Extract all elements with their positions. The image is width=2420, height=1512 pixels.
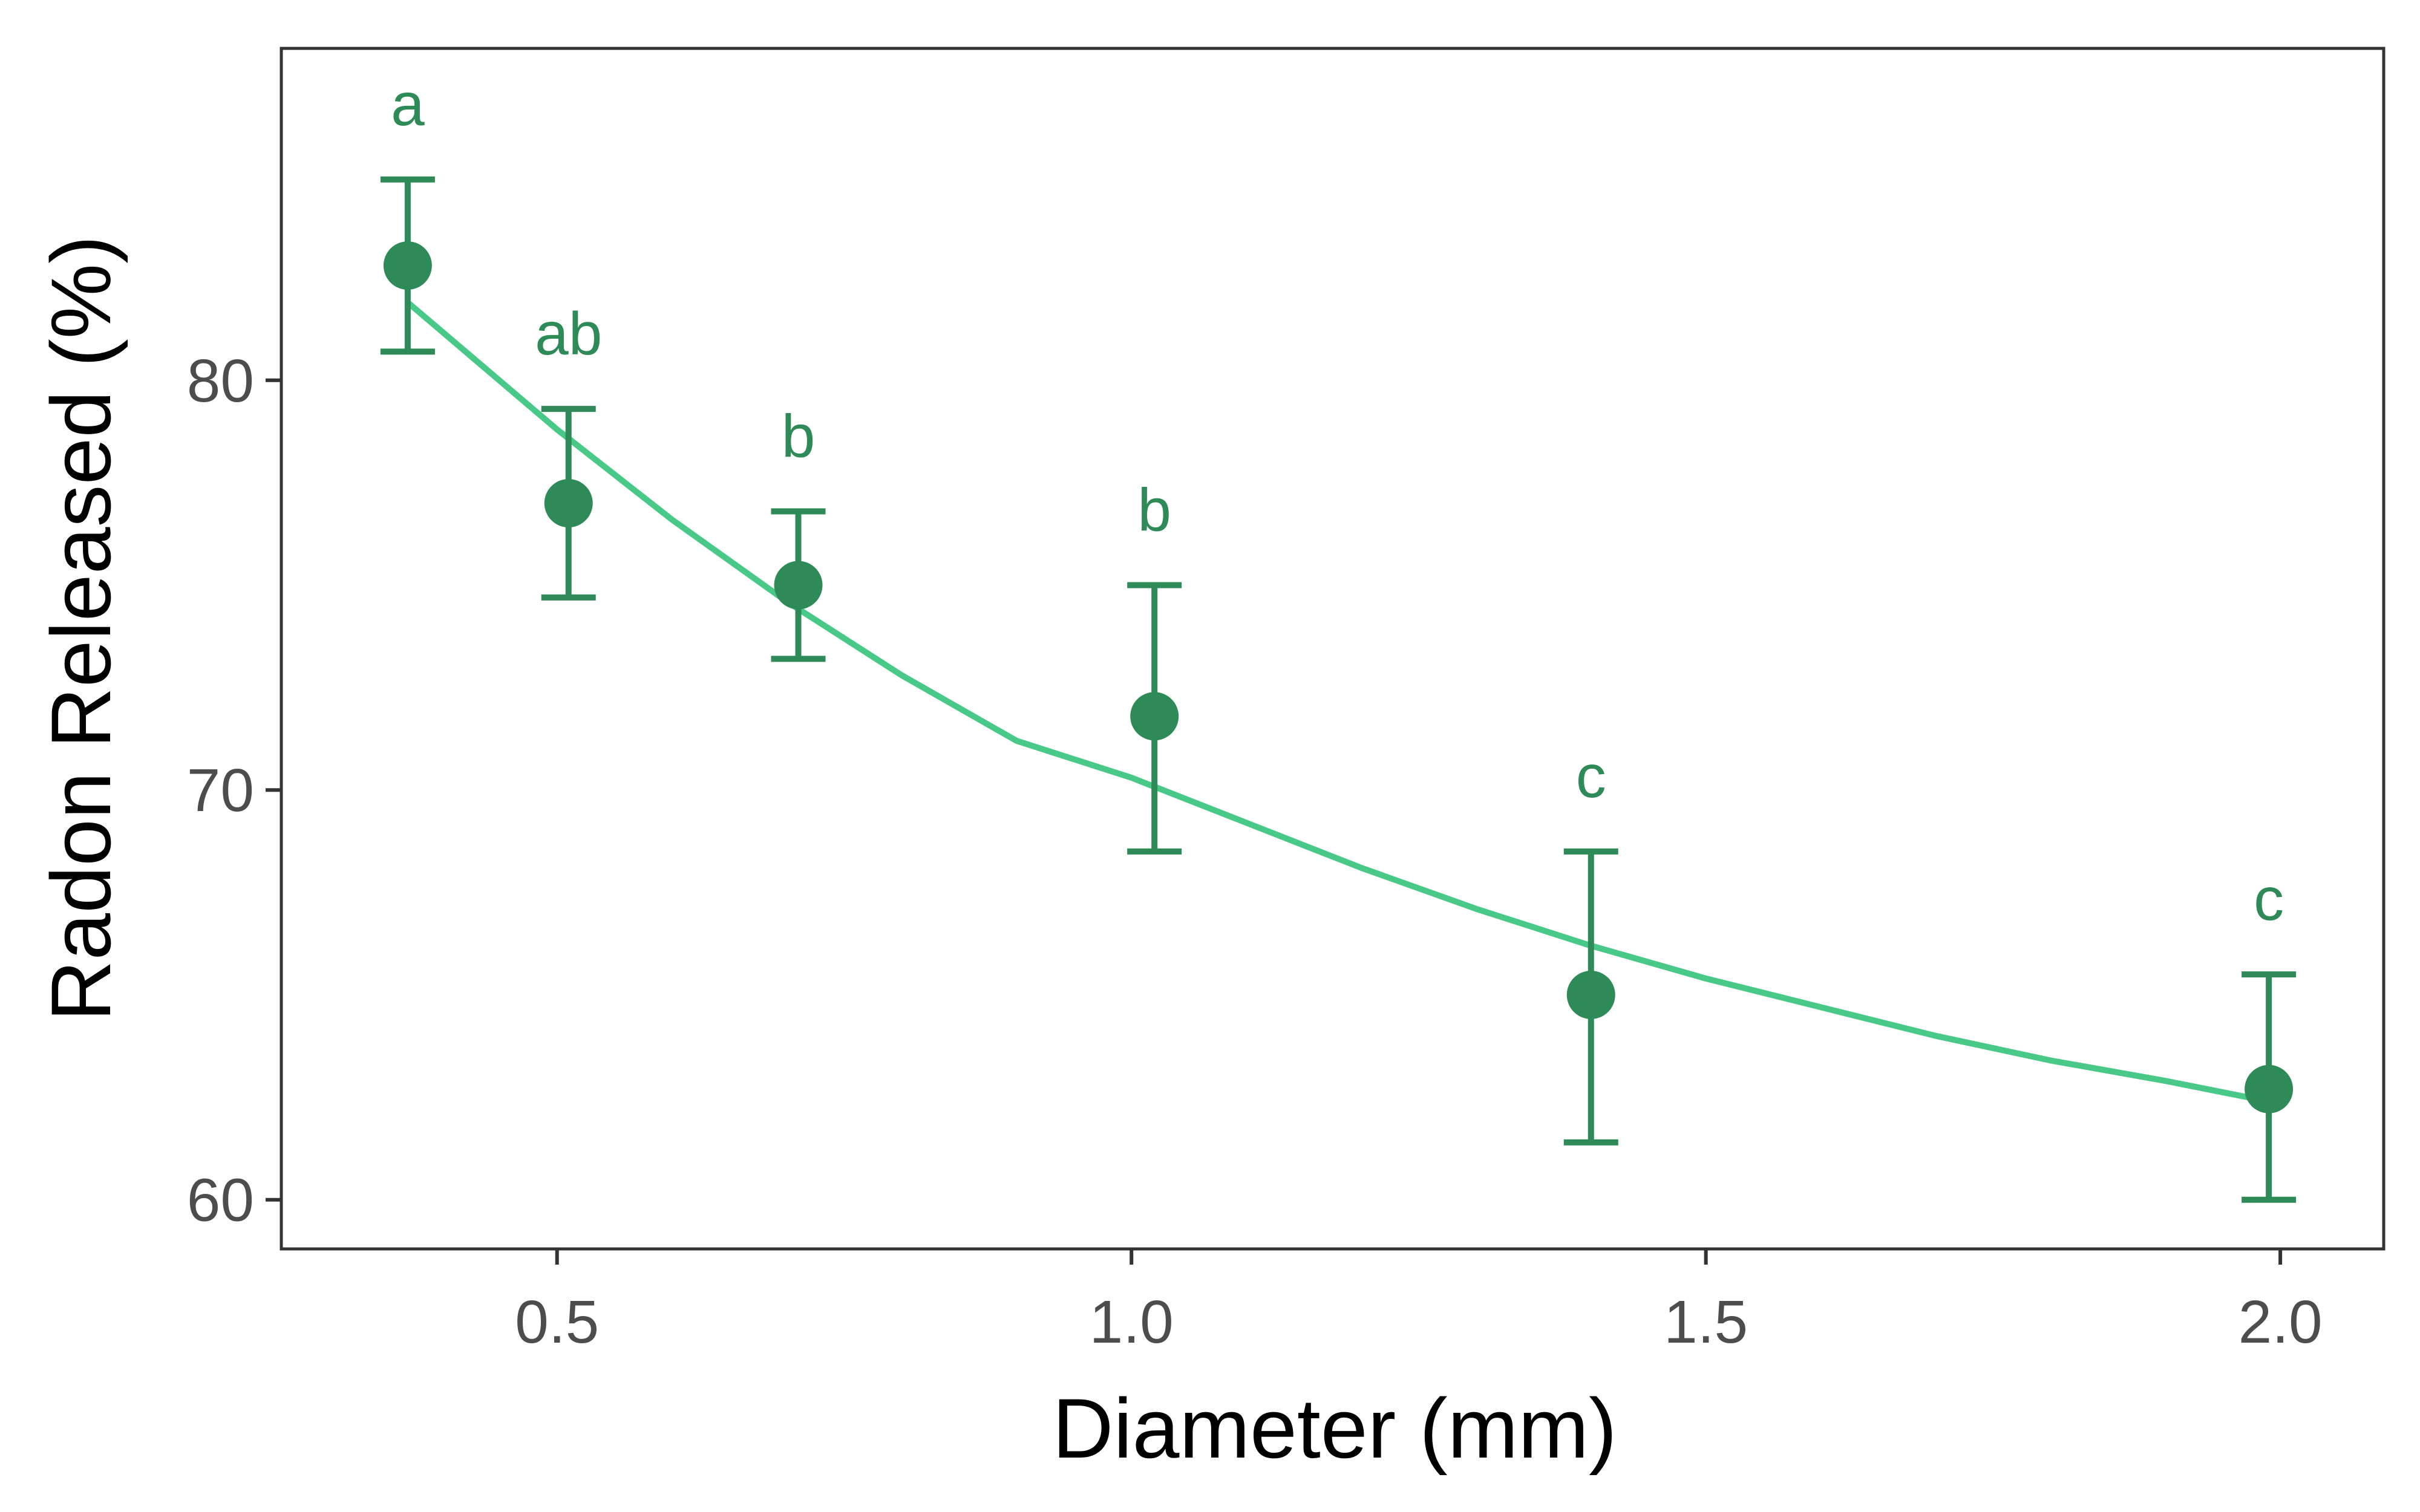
- plot-panel-border: [280, 47, 2386, 1251]
- y-tick-label: 60: [187, 1167, 254, 1234]
- y-tick-label: 70: [187, 757, 254, 824]
- data-point: [1130, 692, 1179, 741]
- x-tick-label: 1.0: [1090, 1288, 1174, 1356]
- x-tick-label: 1.5: [1664, 1288, 1748, 1356]
- fit-curve-line: [405, 300, 2270, 1105]
- group-letter-label: b: [782, 403, 816, 471]
- x-tick-label: 2.0: [2238, 1288, 2323, 1356]
- group-letter-label: ab: [535, 300, 602, 368]
- data-point: [2245, 1064, 2294, 1113]
- group-letter-label: b: [1137, 476, 1171, 544]
- data-point: [383, 241, 432, 290]
- group-letter-label: c: [1576, 743, 1606, 810]
- data-point: [774, 561, 823, 610]
- group-letter-label: a: [391, 71, 425, 138]
- x-axis-title: Diameter (mm): [1052, 1381, 1617, 1476]
- data-point: [544, 478, 593, 527]
- y-axis-title: Radon Released (%): [33, 235, 128, 1022]
- x-tick-label: 0.5: [515, 1288, 599, 1356]
- data-point: [1566, 970, 1615, 1019]
- y-tick-label: 80: [187, 347, 254, 415]
- group-letter-label: c: [2254, 865, 2284, 933]
